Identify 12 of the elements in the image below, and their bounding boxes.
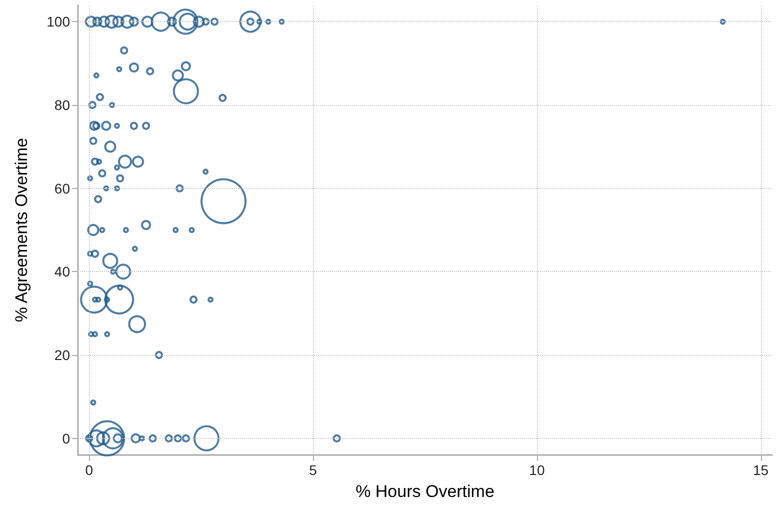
- y-tick-label: 80: [54, 97, 70, 113]
- x-tick-label: 0: [85, 462, 94, 478]
- x-axis-title: % Hours Overtime: [356, 482, 494, 501]
- y-tick-label: 0: [62, 430, 70, 446]
- x-tick-label: 15: [753, 462, 769, 478]
- y-tick-label: 100: [46, 14, 70, 30]
- y-tick-label: 20: [54, 347, 70, 363]
- y-tick-label: 40: [54, 264, 70, 280]
- y-axis-title: % Agreements Overtime: [12, 138, 31, 322]
- y-tick-label: 60: [54, 180, 70, 196]
- x-tick-label: 5: [309, 462, 318, 478]
- x-tick-label: 10: [529, 462, 545, 478]
